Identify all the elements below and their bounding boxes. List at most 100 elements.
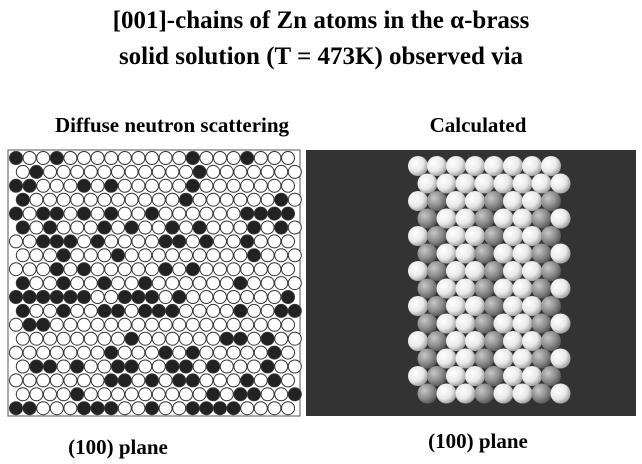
atom [234,165,247,178]
atom [23,374,36,387]
atom [146,318,159,331]
atom [16,277,29,290]
sphere [522,191,542,211]
atom [118,179,131,192]
sphere [408,226,428,246]
atom [248,165,261,178]
atom [64,346,77,359]
atom [118,152,131,165]
sphere [418,279,438,299]
atom [146,179,159,192]
sphere [494,174,514,194]
atom [159,346,172,359]
atom [248,388,261,401]
atom [268,318,281,331]
atom [10,235,23,248]
atom [37,402,50,415]
sphere [408,191,428,211]
atom [44,360,57,373]
atom [91,207,104,220]
sphere [503,261,523,281]
atom [91,291,104,304]
sphere [427,156,447,176]
atom [23,263,36,276]
atom [64,374,77,387]
atom [105,179,118,192]
sphere [465,156,485,176]
atom [234,304,247,317]
atom-grid [10,152,302,415]
atom [254,374,267,387]
atom [105,235,118,248]
sphere [484,191,504,211]
atom [173,152,186,165]
atom [112,388,125,401]
atom [261,249,274,262]
atom [248,249,261,262]
atom [220,277,233,290]
sphere [408,156,428,176]
atom [214,291,227,304]
atom [132,207,145,220]
sphere [437,314,457,334]
atom [84,304,97,317]
atom [152,388,165,401]
sphere [551,209,571,229]
atom [248,360,261,373]
atom [166,360,179,373]
atom [71,332,84,345]
atom [78,374,91,387]
atom [193,165,206,178]
atom [125,332,138,345]
sphere [465,226,485,246]
atom [282,374,295,387]
atom [180,304,193,317]
sphere [418,209,438,229]
slide: [001]-chains of Zn atoms in the α-brass … [0,0,642,464]
atom [268,291,281,304]
atom [57,277,70,290]
atom [37,346,50,359]
atom [112,165,125,178]
atom [241,374,254,387]
sphere [503,226,523,246]
atom [288,304,301,317]
sphere [541,156,561,176]
atom [207,332,220,345]
atom [275,332,288,345]
atom [173,318,186,331]
atom [105,374,118,387]
sphere [513,279,533,299]
atom [112,221,125,234]
atom [275,165,288,178]
atom [159,207,172,220]
atom [261,165,274,178]
atom [44,165,57,178]
atom [214,374,227,387]
atom [125,165,138,178]
atom [234,388,247,401]
sphere [503,156,523,176]
atom [152,332,165,345]
atom [241,346,254,359]
atom [254,235,267,248]
atom [207,165,220,178]
atom [275,193,288,206]
atom [214,263,227,276]
atom [16,304,29,317]
atom [118,235,131,248]
sphere [503,366,523,386]
sphere [408,331,428,351]
atom [16,249,29,262]
atom [37,207,50,220]
sphere [522,296,542,316]
atom [132,291,145,304]
atom [125,277,138,290]
sphere [541,296,561,316]
atom [118,346,131,359]
atom [105,152,118,165]
atom [78,318,91,331]
atom [180,277,193,290]
atom [180,193,193,206]
sphere [437,174,457,194]
